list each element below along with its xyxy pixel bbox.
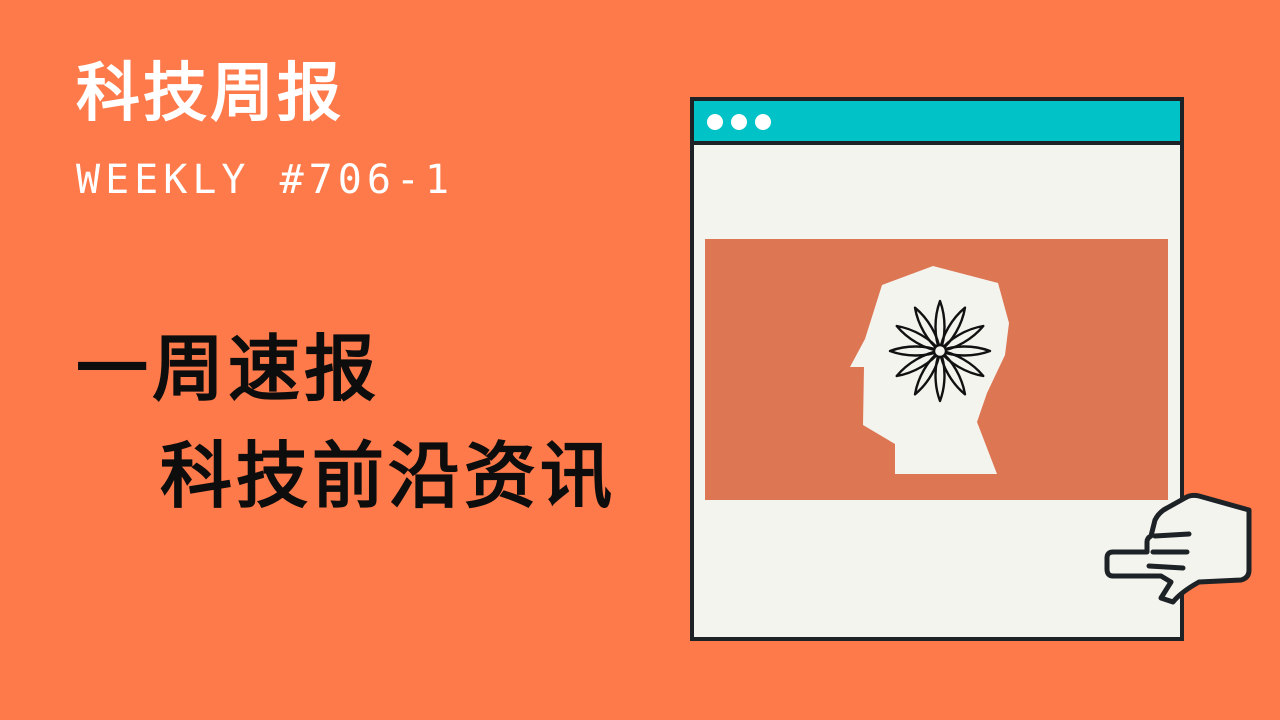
- window-dot-icon: [755, 114, 771, 130]
- starburst-icon: [888, 299, 992, 403]
- browser-window-illustration: [690, 97, 1184, 641]
- page-title: 科技周报: [76, 57, 344, 131]
- headline-line-1: 一周速报: [76, 327, 381, 411]
- head-profile-icon: [850, 266, 1009, 474]
- window-dot-icon: [731, 114, 747, 130]
- headline-line-2: 科技前沿资讯: [160, 434, 617, 518]
- pointing-hand-icon: [1104, 492, 1252, 605]
- issue-number: WEEKLY #706-1: [76, 157, 455, 203]
- artwork-panel: [705, 239, 1168, 500]
- window-dot-icon: [707, 114, 723, 130]
- browser-titlebar: [694, 101, 1180, 145]
